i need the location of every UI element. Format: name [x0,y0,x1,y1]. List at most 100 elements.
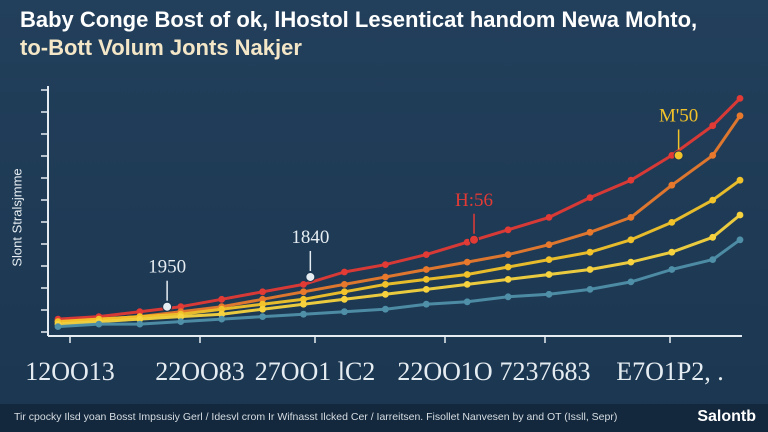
data-point-teal [422,300,430,308]
data-point-teal [259,313,266,320]
data-point-yellow [259,305,266,313]
data-point-yellow [382,290,389,298]
x-tick-label: 27OO1 lC2 [255,357,376,386]
brand-logo: Salontb [697,408,756,425]
data-point-teal [627,278,635,286]
annotation-marker [673,150,684,161]
data-point-red [463,238,471,246]
data-point-orange [545,241,553,249]
line-chart: 1950 1840 H:56 M'50 12OO13 22OO83 27OO1 lC2 22… [25,86,744,386]
annotation-marker [469,234,480,245]
data-point-teal [709,256,717,263]
data-point-teal [300,310,307,318]
data-point-red [627,176,635,184]
data-point-yellow [736,211,744,219]
data-point-gold [300,295,307,303]
data-point-red [136,308,144,316]
data-point-yellow [341,295,348,303]
data-point-gold [668,219,676,226]
data-point-yellow [709,233,717,241]
data-point-yellow [300,300,307,308]
data-point-red [736,95,744,102]
data-point-red [586,194,594,202]
data-point-orange [382,273,389,281]
data-point-teal [504,293,512,301]
data-point-red [341,268,348,276]
x-tick-label: 22OO83 [155,357,245,386]
footer-note: Tir cpocky Ilsd yoan Bosst Impsusiy Gerl… [14,411,618,423]
annotation-label: M'50 [659,105,698,126]
annotation-label: H:56 [455,190,493,211]
series-line-gold [56,178,742,324]
x-tick-label: 22OO1O [397,357,492,386]
annotation-label: 1950 [148,257,186,278]
chart-title-line-1: Baby Conge Bost of ok, lHostol Lesentica… [20,7,698,32]
data-point-gold [709,196,717,204]
data-point-yellow [545,271,553,278]
data-point-yellow [627,258,635,266]
data-point-orange [259,295,266,303]
data-point-orange [627,214,635,221]
data-point-orange [341,281,348,288]
data-point-gold [422,276,430,283]
data-point-red [300,281,307,288]
data-point-red [259,288,266,296]
data-point-orange [422,266,430,273]
data-point-yellow [504,276,512,283]
data-point-gold [627,236,635,244]
data-point-teal [341,308,348,316]
data-point-red [504,226,512,234]
data-point-red [218,295,226,303]
chart-title: Baby Conge Bost of ok, lHostol Lesentica… [20,6,760,62]
series-line-teal [56,238,742,329]
series-line-orange [56,114,742,324]
data-point-orange [586,228,594,236]
data-point-teal [177,318,185,325]
data-point-orange [736,112,744,120]
data-point-gold [382,281,389,288]
data-point-teal [136,320,144,328]
data-point-orange [300,288,307,296]
data-point-yellow [177,313,185,320]
x-tick-label: 12OO13 [25,357,115,386]
annotation-label: 1840 [291,227,329,248]
data-point-gold [545,256,553,263]
data-point-teal [736,236,744,244]
chart-title-line-2: to-Bott Volum Jonts Nakjer [20,35,302,60]
data-point-orange [504,251,512,258]
data-point-orange [463,258,471,266]
data-point-red [545,214,553,221]
data-point-teal [218,315,226,323]
data-point-teal [54,323,62,330]
annotation-marker [305,271,316,282]
data-point-orange [709,152,717,159]
data-point-yellow [422,286,430,293]
footer-bar: Tir cpocky Ilsd yoan Bosst Impsusiy Gerl… [0,404,768,432]
data-point-yellow [463,281,471,288]
data-point-red [668,152,676,159]
data-point-gold [504,263,512,271]
data-point-yellow [218,310,226,318]
data-point-red [177,303,185,311]
data-point-gold [218,305,226,313]
annotation-marker [162,301,173,312]
data-point-gold [463,271,471,278]
data-point-gold [736,176,744,184]
data-point-gold [259,300,266,308]
data-point-red [382,261,389,268]
data-point-red [709,122,717,130]
x-tick-label: 7237683 [500,357,591,386]
data-point-gold [586,248,594,256]
data-point-orange [668,181,676,189]
data-point-gold [341,288,348,296]
data-point-teal [545,290,553,298]
data-point-yellow [586,266,594,273]
data-point-yellow [668,248,676,256]
series-line-yellow [56,213,742,326]
data-point-teal [463,298,471,306]
data-point-teal [668,266,676,273]
data-point-red [422,251,430,258]
series-line-red [56,96,742,321]
data-point-teal [95,320,103,328]
